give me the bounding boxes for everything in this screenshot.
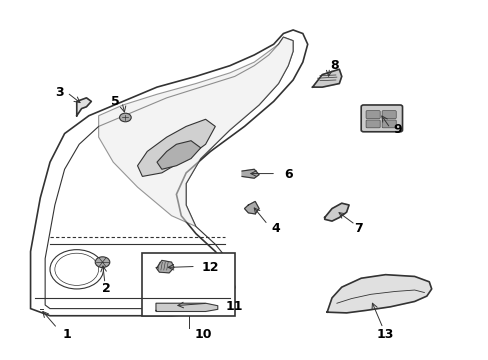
Text: 8: 8 — [329, 59, 338, 72]
Text: 6: 6 — [284, 168, 292, 181]
Polygon shape — [244, 202, 259, 214]
PathPatch shape — [157, 141, 201, 169]
Text: 7: 7 — [354, 222, 363, 235]
Text: 2: 2 — [102, 283, 110, 296]
Text: 11: 11 — [225, 300, 243, 313]
Polygon shape — [312, 69, 341, 87]
Circle shape — [119, 113, 131, 122]
Text: 1: 1 — [62, 328, 71, 341]
Polygon shape — [326, 275, 431, 313]
PathPatch shape — [137, 119, 215, 176]
FancyBboxPatch shape — [142, 253, 234, 316]
FancyBboxPatch shape — [381, 120, 395, 128]
FancyBboxPatch shape — [381, 111, 395, 118]
Circle shape — [95, 257, 110, 267]
Text: 12: 12 — [202, 261, 219, 274]
Text: 10: 10 — [194, 328, 211, 341]
Polygon shape — [77, 98, 91, 116]
Text: 5: 5 — [111, 95, 120, 108]
Text: 3: 3 — [55, 86, 64, 99]
PathPatch shape — [99, 37, 292, 226]
Polygon shape — [156, 303, 217, 311]
Polygon shape — [156, 260, 174, 273]
Polygon shape — [324, 203, 348, 221]
Text: 13: 13 — [376, 328, 393, 341]
FancyBboxPatch shape — [366, 120, 379, 128]
Text: 9: 9 — [392, 123, 401, 136]
FancyBboxPatch shape — [366, 111, 379, 118]
FancyBboxPatch shape — [361, 105, 402, 132]
Polygon shape — [242, 169, 259, 178]
Text: 4: 4 — [271, 222, 280, 235]
